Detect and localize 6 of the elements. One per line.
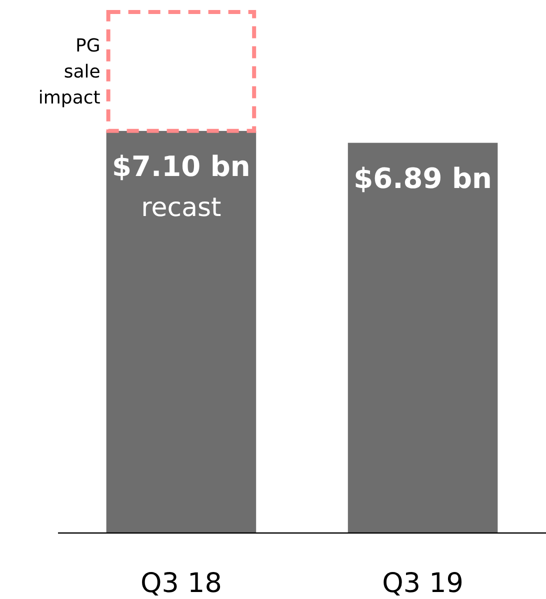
x-tick-label: Q3 18: [140, 568, 222, 599]
data-label: $6.89 bn: [354, 162, 492, 195]
annotation: recast: [141, 192, 222, 223]
data-label: $7.10 bn: [112, 150, 250, 183]
series-label: PG sale impact: [38, 35, 100, 108]
x-tick-label: Q3 19: [382, 568, 464, 599]
